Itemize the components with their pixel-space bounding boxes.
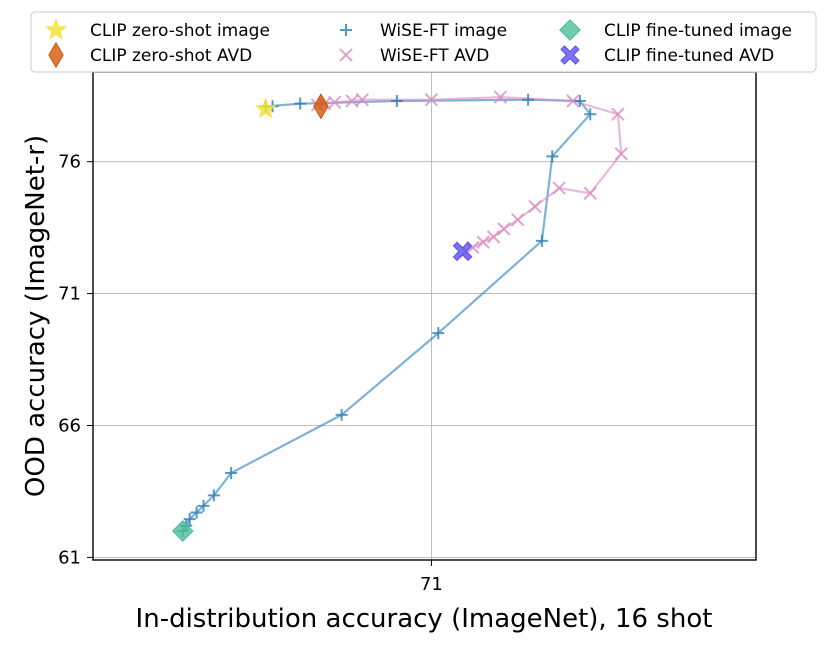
wise-ft-image-point xyxy=(197,499,210,512)
y-tick-label: 66 xyxy=(58,415,81,436)
wise-ft-avd-point xyxy=(476,235,490,249)
legend-wise-ft-avd-label: WiSE-FT AVD xyxy=(380,46,489,66)
legend-clip-zero-shot-avd-label: CLIP zero-shot AVD xyxy=(90,46,252,66)
legend-clip-fine-tuned-avd-label: CLIP fine-tuned AVD xyxy=(604,46,774,66)
legend: CLIP zero-shot image CLIP zero-shot AVD Wi… xyxy=(30,11,817,73)
wise-ft-image-point xyxy=(584,108,597,121)
wise-ft-image-point xyxy=(390,95,403,108)
wise-ft-image-point xyxy=(432,327,445,340)
legend-wise-ft-avd-marker xyxy=(339,48,353,62)
x-axis-label: In-distribution accuracy (ImageNet), 16 … xyxy=(136,604,713,634)
y-axis-label: OOD accuracy (ImageNet-r) xyxy=(21,135,51,497)
wise-ft-avd-point xyxy=(528,199,542,214)
wise-ft-avd-point xyxy=(552,181,566,195)
wise-ft-avd-point xyxy=(497,222,511,236)
clip-zero-shot-avd-point xyxy=(313,93,329,120)
wise-ft-avd-point xyxy=(345,94,359,108)
legend-clip-zero-shot-image-label: CLIP zero-shot image xyxy=(90,21,270,41)
x-tick-label: 71 xyxy=(420,574,443,595)
wise-ft-avd-line xyxy=(317,95,623,253)
legend-wise-ft-image-label: WiSE-FT image xyxy=(380,21,507,41)
wise-ft-image-point xyxy=(294,97,307,110)
wise-ft-image-point xyxy=(190,506,203,519)
ticks-layer: 61 66 71 76 71 xyxy=(58,152,443,595)
wise-ft-avd-point xyxy=(493,90,508,104)
legend-clip-fine-tuned-avd-marker xyxy=(560,45,580,65)
wise-ft-image-point xyxy=(573,95,586,108)
wise-ft-image-point xyxy=(522,93,535,106)
legend-wise-ft-image-marker xyxy=(340,24,352,36)
y-tick-label: 71 xyxy=(58,284,81,305)
legend-clip-zero-shot-image-marker xyxy=(45,18,67,40)
legend-clip-fine-tuned-image-label: CLIP fine-tuned image xyxy=(604,21,792,41)
wise-ft-image-point xyxy=(183,513,196,526)
wise-ft-image-line xyxy=(181,98,592,532)
wise-ft-image-point xyxy=(546,150,559,163)
wise-ft-avd-point xyxy=(566,94,580,108)
y-tick-label: 76 xyxy=(58,152,81,173)
clip-fine-tuned-image-point xyxy=(171,520,194,542)
clip-zero-shot-image-point xyxy=(254,97,277,119)
grid xyxy=(93,72,756,560)
wise-ft-avd-point xyxy=(611,107,625,121)
wise-ft-avd-point xyxy=(614,147,629,161)
y-tick-label: 61 xyxy=(58,547,81,568)
wise-ft-image-point xyxy=(335,408,348,421)
wise-ft-avd-point xyxy=(424,92,439,107)
legend-clip-zero-shot-avd-marker xyxy=(48,41,64,69)
legend-box xyxy=(30,11,817,73)
legend-items: CLIP zero-shot image CLIP zero-shot AVD Wi… xyxy=(45,18,792,69)
wise-ft-image-point xyxy=(225,466,238,479)
wise-ft-avd-point xyxy=(511,213,525,227)
markers-layer xyxy=(171,90,629,542)
legend-clip-fine-tuned-image-marker xyxy=(559,19,581,41)
series-layer xyxy=(181,95,623,532)
plot-area xyxy=(92,71,757,561)
wise-ft-avd-point xyxy=(486,230,501,244)
wise-ft-avd-point xyxy=(583,186,597,201)
wise-ft-image-point xyxy=(535,234,548,247)
wise-ft-image-point xyxy=(207,489,220,502)
clip-fine-tuned-avd-point xyxy=(452,241,473,262)
